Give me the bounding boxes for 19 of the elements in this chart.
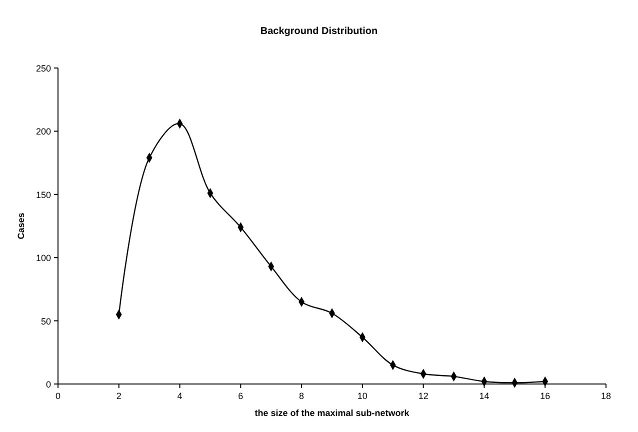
- x-tick-label: 0: [55, 391, 61, 401]
- y-tick-label: 150: [36, 190, 51, 200]
- x-tick-label: 8: [299, 391, 304, 401]
- y-tick-label: 200: [36, 126, 51, 137]
- y-axis-title: Cases: [16, 212, 26, 240]
- y-tick-label: 250: [36, 64, 51, 74]
- x-tick-label: 4: [177, 391, 182, 401]
- x-tick-label: 2: [116, 391, 122, 401]
- y-tick-label: 50: [40, 316, 51, 326]
- x-tick-label: 12: [418, 391, 428, 401]
- y-tick-label: 0: [46, 380, 51, 390]
- x-tick-label: 16: [540, 391, 550, 401]
- x-tick-label: 6: [238, 391, 244, 401]
- x-axis-title: the size of the maximal sub-network: [254, 408, 410, 418]
- chart-title: Background Distribution: [260, 26, 378, 37]
- x-tick-label: 10: [357, 391, 368, 401]
- y-tick-label: 100: [36, 253, 51, 264]
- x-tick-label: 18: [600, 391, 612, 401]
- x-tick-label: 14: [479, 391, 490, 401]
